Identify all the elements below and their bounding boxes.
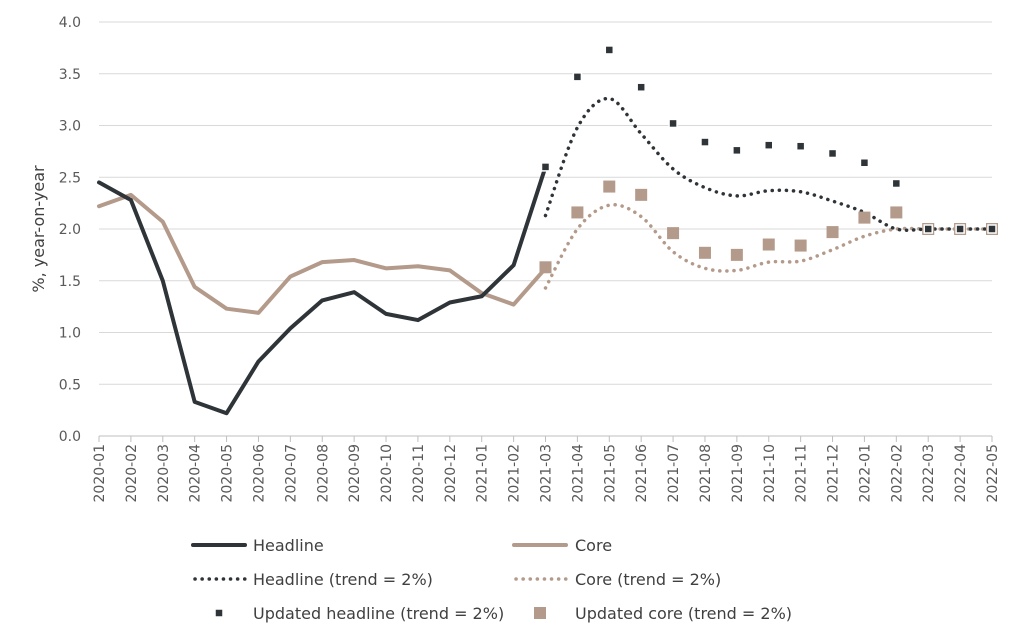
updated-headline-trend-2-point bbox=[923, 224, 933, 234]
x-tick-label: 2021-08 bbox=[698, 444, 714, 503]
updated-headline-trend-2-point bbox=[604, 45, 615, 55]
x-tick-label: 2020-09 bbox=[347, 444, 363, 503]
x-tick-label: 2020-03 bbox=[156, 444, 172, 503]
legend-item: Headline bbox=[191, 536, 324, 555]
x-tick-label: 2020-02 bbox=[124, 444, 140, 503]
updated-core-trend-2-point bbox=[890, 206, 903, 219]
updated-headline-trend-2-point bbox=[891, 178, 902, 189]
updated-core-trend-2-point bbox=[603, 180, 616, 193]
y-tick-label: 3.5 bbox=[59, 67, 81, 83]
y-tick-label: 3.0 bbox=[59, 119, 81, 135]
updated-headline-trend-2-point bbox=[572, 72, 583, 82]
updated-headline-trend-2-point bbox=[540, 162, 551, 172]
x-tick-label: 2020-06 bbox=[251, 444, 267, 503]
updated-headline-trend-2-point bbox=[955, 224, 965, 234]
updated-core-trend-2-point bbox=[635, 188, 648, 201]
x-tick-label: 2022-01 bbox=[857, 444, 873, 503]
x-tick-label: 2020-04 bbox=[188, 444, 204, 503]
updated-core-trend-2-point bbox=[826, 226, 839, 239]
legend-label: Core (trend = 2%) bbox=[575, 570, 721, 589]
x-tick-label: 2020-12 bbox=[443, 444, 459, 503]
legend-item: Core (trend = 2%) bbox=[514, 570, 721, 589]
headline-trend-2-series-line bbox=[543, 96, 994, 232]
x-tick-label: 2020-07 bbox=[283, 444, 299, 503]
legend-item: Updated headline (trend = 2%) bbox=[214, 604, 504, 623]
updated-headline-trend-2-point bbox=[668, 118, 678, 129]
x-tick-label: 2020-05 bbox=[220, 444, 236, 503]
y-tick-label: 0.0 bbox=[59, 429, 81, 445]
updated-headline-trend-2-point bbox=[987, 224, 997, 234]
legend-label: Headline bbox=[253, 536, 324, 555]
x-axis: 2020-01 2020-02 2020-03 2020-04 2020-05 2020-… bbox=[92, 436, 1001, 503]
updated-headline-trend-2-point bbox=[827, 148, 838, 159]
legend-swatch-marker bbox=[214, 608, 224, 618]
updated-headline-trend-2-point bbox=[859, 158, 870, 168]
y-tick-label: 1.5 bbox=[59, 274, 81, 290]
updated-core-trend-2-point bbox=[698, 246, 711, 259]
y-tick-label: 4.0 bbox=[59, 15, 81, 31]
legend-label: Headline (trend = 2%) bbox=[253, 570, 433, 589]
updated-core-trend-2-point bbox=[730, 248, 743, 261]
x-tick-label: 2021-09 bbox=[730, 444, 746, 503]
updated-core-trend-2-point bbox=[858, 211, 871, 224]
updated-core-trend-2-point bbox=[667, 227, 680, 240]
x-tick-label: 2020-01 bbox=[92, 444, 108, 503]
legend-item: Headline (trend = 2%) bbox=[193, 570, 433, 589]
x-tick-label: 2021-11 bbox=[794, 444, 810, 503]
legend-label: Core bbox=[575, 536, 612, 555]
x-tick-label: 2020-08 bbox=[315, 444, 331, 503]
x-tick-label: 2022-05 bbox=[985, 444, 1001, 503]
y-tick-label: 0.5 bbox=[59, 377, 81, 393]
x-tick-label: 2021-04 bbox=[570, 444, 586, 503]
x-tick-label: 2021-02 bbox=[507, 444, 523, 503]
legend-label: Updated core (trend = 2%) bbox=[575, 604, 792, 623]
updated-headline-trend-2-point bbox=[795, 141, 806, 151]
x-tick-label: 2021-07 bbox=[666, 444, 682, 503]
updated-headline-trend-2-point bbox=[636, 82, 646, 92]
headline-series-line bbox=[97, 164, 548, 416]
y-tick-label: 2.0 bbox=[59, 222, 81, 238]
updated-core-trend-2-point bbox=[539, 261, 552, 274]
y-axis-ticks: 0.0 0.5 1.0 1.5 2.0 2.5 3.0 3.5 4.0 bbox=[59, 15, 81, 445]
y-tick-label: 2.5 bbox=[59, 170, 81, 186]
updated-core-trend-2-point bbox=[794, 239, 807, 252]
x-tick-label: 2022-04 bbox=[953, 444, 969, 503]
grid-lines bbox=[99, 21, 992, 437]
x-tick-label: 2021-05 bbox=[602, 444, 618, 503]
legend: Headline Core Headline (trend = 2%) Core (t… bbox=[191, 536, 792, 623]
updated-headline-trend-2-point bbox=[764, 140, 774, 150]
updated-core-trend-2-point bbox=[571, 206, 584, 219]
x-tick-label: 2020-10 bbox=[379, 444, 395, 503]
x-tick-label: 2021-06 bbox=[634, 444, 650, 503]
y-tick-label: 1.0 bbox=[59, 326, 81, 342]
x-tick-label: 2022-03 bbox=[921, 444, 937, 503]
updated-headline-trend-2-point bbox=[732, 145, 742, 156]
legend-label: Updated headline (trend = 2%) bbox=[253, 604, 504, 623]
updated-headline-trend-2-point bbox=[700, 137, 710, 147]
plot-area bbox=[97, 45, 998, 416]
x-tick-label: 2021-10 bbox=[762, 444, 778, 503]
core-series-line bbox=[97, 192, 548, 315]
x-tick-label: 2022-02 bbox=[889, 444, 905, 503]
x-tick-label: 2020-11 bbox=[411, 444, 427, 503]
x-tick-label: 2021-01 bbox=[475, 444, 491, 503]
x-tick-label: 2021-03 bbox=[539, 444, 555, 503]
legend-item: Core bbox=[512, 536, 612, 555]
y-axis-label: %, year-on-year bbox=[29, 165, 48, 293]
legend-swatch-marker bbox=[534, 607, 546, 619]
core-trend-2-series-line bbox=[543, 203, 994, 290]
legend-item: Updated core (trend = 2%) bbox=[534, 604, 792, 623]
updated-core-trend-2-point bbox=[762, 238, 775, 251]
x-tick-label: 2021-12 bbox=[826, 444, 842, 503]
